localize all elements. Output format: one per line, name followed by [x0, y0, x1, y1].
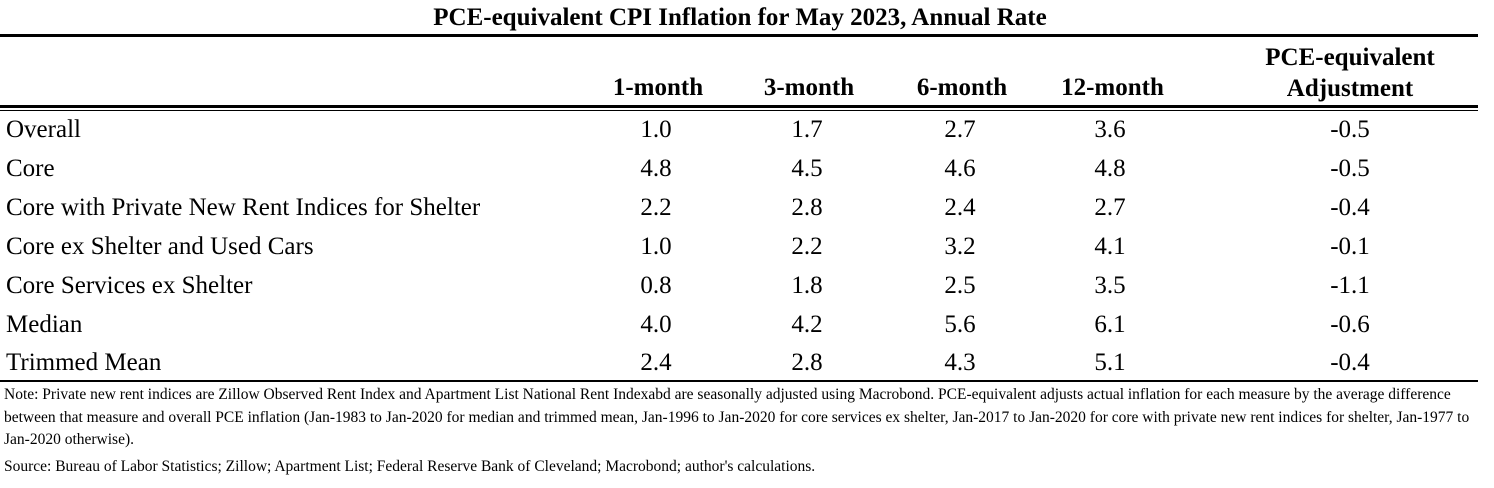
- table-row-core-ex-shelter-used-cars: Core ex Shelter and Used Cars 1.0 2.2 3.…: [0, 227, 1480, 266]
- cell-3-month: 2.8: [791, 349, 823, 376]
- cell-1-month: 4.8: [640, 155, 672, 182]
- row-label: Core ex Shelter and Used Cars: [6, 233, 314, 260]
- cell-1-month: 2.4: [640, 349, 672, 376]
- table-row-core-private-rent: Core with Private New Rent Indices for S…: [0, 188, 1480, 227]
- row-label: Trimmed Mean: [6, 349, 162, 376]
- cell-3-month: 2.8: [791, 194, 823, 221]
- cell-12-month: 3.6: [1094, 116, 1126, 143]
- cell-6-month: 4.6: [944, 155, 976, 182]
- cell-6-month: 5.6: [944, 311, 976, 338]
- row-label: Core Services ex Shelter: [6, 272, 253, 299]
- column-header-12-month: 12-month: [1061, 74, 1164, 101]
- column-header-3-month: 3-month: [763, 74, 855, 101]
- cell-6-month: 4.3: [944, 349, 976, 376]
- header-rule-thick: [0, 105, 1478, 108]
- column-header-1-month: 1-month: [612, 74, 704, 101]
- cell-6-month: 2.7: [944, 116, 976, 143]
- cell-adjustment: -0.1: [1330, 233, 1370, 260]
- row-label: Core: [6, 155, 55, 182]
- row-label: Core with Private New Rent Indices for S…: [6, 194, 481, 221]
- column-header-pce-adjustment: PCE-equivalent Adjustment: [1230, 42, 1470, 104]
- table-row-core-services-ex-shelter: Core Services ex Shelter 0.8 1.8 2.5 3.5…: [0, 266, 1480, 305]
- cell-adjustment: -0.5: [1330, 155, 1370, 182]
- column-header-6-month: 6-month: [916, 74, 1008, 101]
- cell-3-month: 2.2: [791, 233, 823, 260]
- cell-3-month: 4.5: [791, 155, 823, 182]
- cell-12-month: 2.7: [1094, 194, 1126, 221]
- table-source: Source: Bureau of Labor Statistics; Zill…: [4, 458, 816, 475]
- cell-3-month: 1.7: [791, 116, 823, 143]
- cell-1-month: 1.0: [640, 233, 672, 260]
- column-header-pce-adjustment-line1: PCE-equivalent: [1265, 44, 1435, 71]
- cell-adjustment: -0.4: [1330, 194, 1370, 221]
- column-header-pce-adjustment-line2: Adjustment: [1286, 75, 1414, 102]
- table-note: Note: Private new rent indices are Zillo…: [4, 386, 1470, 448]
- table-row-median: Median 4.0 4.2 5.6 6.1 -0.6: [0, 305, 1480, 344]
- top-rule: [0, 34, 1478, 37]
- cell-12-month: 5.1: [1094, 349, 1126, 376]
- cell-adjustment: -0.4: [1330, 349, 1370, 376]
- header-rule-thin: [0, 110, 1478, 111]
- cell-12-month: 3.5: [1094, 272, 1126, 299]
- table-title: PCE-equivalent CPI Inflation for May 202…: [433, 4, 1047, 31]
- cell-12-month: 4.8: [1094, 155, 1126, 182]
- cell-3-month: 4.2: [791, 311, 823, 338]
- row-label: Overall: [6, 116, 81, 143]
- table-row-overall: Overall 1.0 1.7 2.7 3.6 -0.5: [0, 110, 1480, 149]
- cell-1-month: 2.2: [640, 194, 672, 221]
- cell-1-month: 0.8: [640, 272, 672, 299]
- table-row-trimmed-mean: Trimmed Mean 2.4 2.8 4.3 5.1 -0.4: [0, 343, 1480, 382]
- cell-adjustment: -0.6: [1330, 311, 1370, 338]
- cell-1-month: 4.0: [640, 311, 672, 338]
- cell-12-month: 6.1: [1094, 311, 1126, 338]
- cell-adjustment: -0.5: [1330, 116, 1370, 143]
- cell-6-month: 2.5: [944, 272, 976, 299]
- cell-adjustment: -1.1: [1330, 272, 1370, 299]
- row-label: Median: [6, 311, 83, 338]
- cell-12-month: 4.1: [1094, 233, 1126, 260]
- cell-6-month: 2.4: [944, 194, 976, 221]
- cell-1-month: 1.0: [640, 116, 672, 143]
- bottom-rule: [0, 380, 1478, 382]
- cell-6-month: 3.2: [944, 233, 976, 260]
- cell-3-month: 1.8: [791, 272, 823, 299]
- table-row-core: Core 4.8 4.5 4.6 4.8 -0.5: [0, 149, 1480, 188]
